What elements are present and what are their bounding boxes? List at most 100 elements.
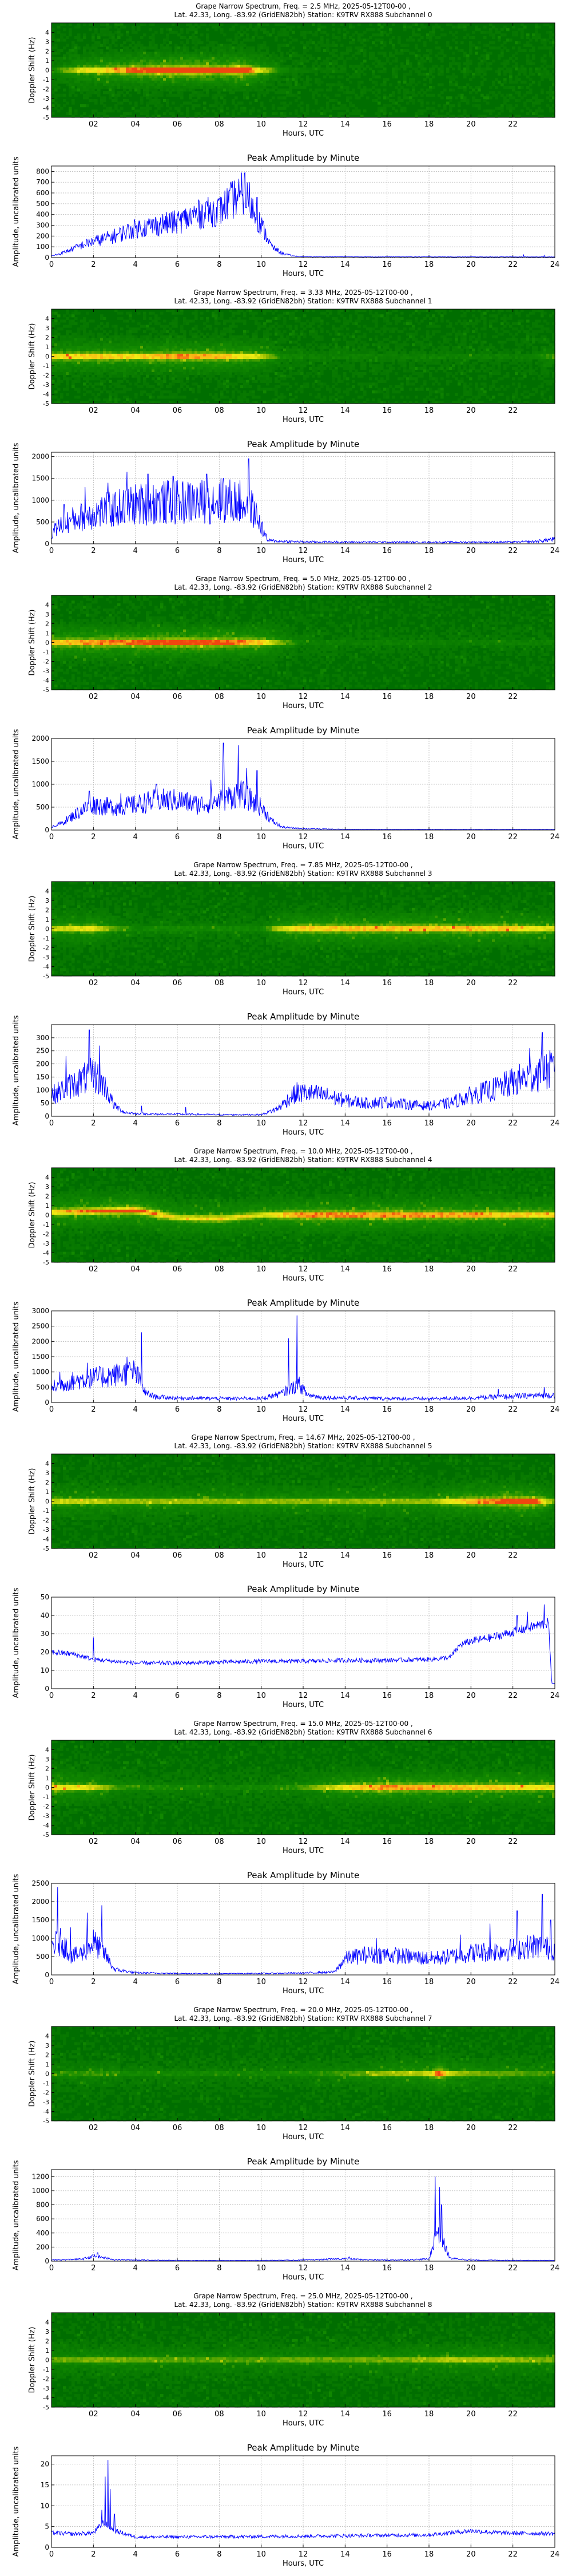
spectrogram-cell xyxy=(112,89,115,92)
spectrogram-cell xyxy=(257,94,261,97)
spectrogram-cell xyxy=(529,62,533,65)
spectrogram-panel: Grape Narrow Spectrum, Freq. = 3.33 MHz,… xyxy=(28,289,555,424)
spectrogram-cell xyxy=(180,57,184,60)
spectrogram-cell xyxy=(406,65,410,68)
spectrogram-cell xyxy=(292,52,295,54)
spectrogram-cell xyxy=(392,44,395,47)
spectrogram-cell xyxy=(378,28,381,31)
spectrogram-cell xyxy=(92,362,95,365)
spectrogram-cell xyxy=(380,33,384,36)
spectrogram-cell xyxy=(223,78,227,81)
spectrogram-cell xyxy=(280,65,284,68)
spectrogram-cell xyxy=(315,70,318,73)
spectrogram-cell xyxy=(109,385,112,388)
spectrogram-cell xyxy=(277,70,281,73)
spectrogram-cell xyxy=(280,31,284,34)
spectrogram-cell xyxy=(74,377,78,380)
spectrogram-cell xyxy=(235,367,238,370)
spectrogram-cell xyxy=(189,367,192,370)
spectrogram-cell xyxy=(117,36,121,39)
spectrogram-cell xyxy=(312,68,315,70)
spectrogram-cell xyxy=(72,357,75,359)
spectrogram-cell xyxy=(420,89,424,92)
spectrogram-cell xyxy=(152,385,155,388)
spectrogram-cell xyxy=(255,312,258,315)
spectrogram-cell xyxy=(123,354,126,357)
spectrogram-cell xyxy=(194,314,198,317)
spectrogram-cell xyxy=(512,96,515,99)
spectrogram-cell xyxy=(169,86,172,89)
spectrogram-cell xyxy=(60,319,63,322)
spectrogram-cell xyxy=(438,36,441,39)
spectrogram-cell xyxy=(77,388,81,391)
spectrogram-cell xyxy=(166,65,169,68)
spectrogram-cell xyxy=(526,36,530,39)
spectrogram-cell xyxy=(114,362,118,365)
spectrogram-cell xyxy=(280,44,284,47)
spectrogram-cell xyxy=(80,325,84,328)
spectrogram-cell xyxy=(209,367,212,370)
spectrogram-cell xyxy=(292,26,295,29)
spectrogram-cell xyxy=(132,359,135,362)
spectrogram-cell xyxy=(77,33,81,36)
spectrogram-cell xyxy=(112,367,115,370)
spectrogram-cell xyxy=(129,354,132,357)
spectrogram-cell xyxy=(515,57,518,60)
spectrogram-cell xyxy=(180,36,184,39)
spectrogram-cell xyxy=(114,73,118,76)
spectrogram-cell xyxy=(94,369,98,372)
spectrogram-cell xyxy=(143,94,146,97)
spectrogram-cell xyxy=(92,367,95,370)
spectrogram-cell xyxy=(123,367,126,370)
spectrogram-cell xyxy=(120,335,124,338)
spectrogram-cell xyxy=(146,327,149,330)
spectrogram-cell xyxy=(129,68,132,70)
spectrogram-cell xyxy=(226,54,229,57)
spectrogram-cell xyxy=(126,312,129,315)
spectrogram-cell xyxy=(252,86,255,89)
spectrogram-cell xyxy=(252,393,255,396)
spectrogram-cell xyxy=(255,349,258,351)
spectrogram-cell xyxy=(69,31,72,34)
spectrogram-cell xyxy=(89,28,92,31)
spectrogram-cell xyxy=(86,104,89,107)
spectrogram-cell xyxy=(152,396,155,398)
spectrogram-cell xyxy=(169,68,172,70)
spectrogram-cell xyxy=(209,104,212,107)
spectrogram-cell xyxy=(63,23,66,26)
spectrogram-cell xyxy=(89,346,92,349)
spectrogram-cell xyxy=(177,335,181,338)
spectrogram-cell xyxy=(54,52,58,54)
spectrogram-cell xyxy=(257,325,261,328)
spectrogram-cell xyxy=(403,76,407,78)
spectrogram-cell xyxy=(369,89,372,92)
spectrogram-cell xyxy=(335,44,338,47)
spectrogram-cell xyxy=(186,70,189,73)
spectrogram-cell xyxy=(106,28,109,31)
spectrogram-cell xyxy=(266,62,269,65)
spectrogram-cell xyxy=(203,78,206,81)
spectrogram-cell xyxy=(83,62,86,65)
spectrogram-cell xyxy=(92,333,95,335)
spectrogram-cell xyxy=(489,23,492,26)
spectrogram-cell xyxy=(240,346,244,349)
spectrogram-cell xyxy=(74,54,78,57)
spectrogram-cell xyxy=(109,346,112,349)
spectrogram-cell xyxy=(83,319,86,322)
spectrogram-cell xyxy=(143,314,146,317)
spectrogram-cell xyxy=(146,112,149,115)
spectrogram-cell xyxy=(194,49,198,52)
spectrogram-cell xyxy=(129,112,132,115)
spectrogram-cell xyxy=(166,33,169,36)
spectrogram-cell xyxy=(237,357,241,359)
spectrogram-cell xyxy=(466,70,470,73)
spectrogram-cell xyxy=(203,81,206,84)
spectrogram-cell xyxy=(200,65,204,68)
spectrogram-cell xyxy=(343,107,347,110)
spectrogram-cell xyxy=(212,312,215,315)
spectrogram-cell xyxy=(309,89,312,92)
spectrogram-cell xyxy=(100,372,104,375)
spectrogram-cell xyxy=(409,83,412,86)
spectrogram-cell xyxy=(223,364,227,367)
spectrogram-cell xyxy=(54,322,58,325)
